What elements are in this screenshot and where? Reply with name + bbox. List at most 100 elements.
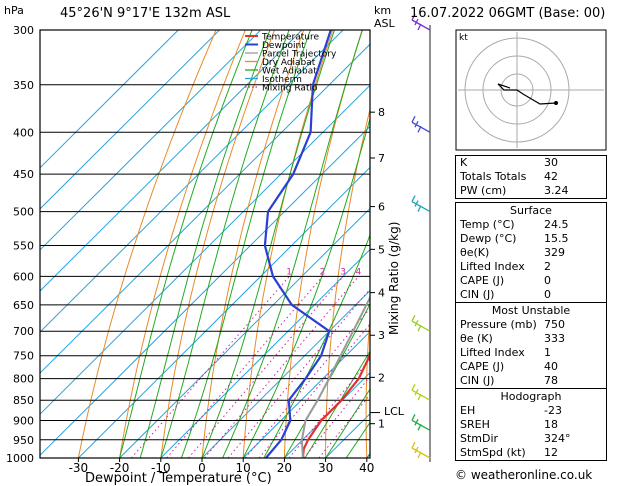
dry-adiabat-line xyxy=(77,30,217,458)
most-unstable-title: Most Unstable xyxy=(456,302,606,318)
hodograph-row: StmDir 324° xyxy=(460,432,571,445)
mixing-ratio-line xyxy=(288,358,370,458)
mixing-ratio-label: 1 xyxy=(286,267,292,277)
legend-label: Temperature xyxy=(261,33,319,43)
legend-label: Mixing Ratio xyxy=(262,84,318,94)
isotherm-line xyxy=(201,289,370,458)
pressure-tick-label: 450 xyxy=(13,168,34,181)
legend-label: Wet Adiabat xyxy=(262,67,317,77)
mixing-ratio-axis-label: Mixing Ratio (g/kg) xyxy=(387,222,401,335)
index-row-pw: PW (cm) 3.24 xyxy=(460,184,569,197)
wind-barb-icon xyxy=(411,195,431,213)
dry-adiabat-line xyxy=(283,30,363,458)
hodograph-trace xyxy=(497,83,557,105)
altitude-tick-label: 6 xyxy=(378,201,385,214)
mixing-ratio-line xyxy=(258,323,370,458)
pressure-tick-label: 700 xyxy=(13,325,34,338)
profile-dewpoint xyxy=(263,30,332,458)
x-tick-label: 0 xyxy=(198,461,206,475)
legend-label: Dewpoint xyxy=(262,41,305,51)
isotherm-line xyxy=(40,30,344,333)
surface-row: CAPE (J) 0 xyxy=(460,274,551,287)
km-label: km xyxy=(374,4,391,17)
surface-row: Temp (°C) 24.5 xyxy=(460,218,569,231)
pressure-tick-label: 550 xyxy=(13,239,34,252)
mixing-ratio-line xyxy=(166,276,323,458)
location-text: 45°26'N 9°17'E 132m ASL xyxy=(60,6,231,21)
most-unstable-row: Lifted Index 1 xyxy=(460,346,551,359)
most-unstable-row: CIN (J) 78 xyxy=(460,374,558,387)
altitude-tick-label: 2 xyxy=(378,371,385,384)
altitude-tick-label: 3 xyxy=(378,329,385,342)
hodograph-row: EH -23 xyxy=(460,404,562,417)
pressure-tick-label: 600 xyxy=(13,270,34,283)
pressure-tick-label: 650 xyxy=(13,299,34,312)
datetime-text: 16.07.2022 06GMT (Base: 00) xyxy=(410,6,605,21)
indices-panel: K 30 Totals Totals 42 PW (cm) 3.24 xyxy=(455,155,607,199)
pressure-tick-label: 500 xyxy=(13,206,34,219)
legend-label: Dry Adiabat xyxy=(262,58,316,68)
altitude-tick-label: 8 xyxy=(378,106,385,119)
hodograph-row: SREH 18 xyxy=(460,418,558,431)
surface-row: Lifted Index 2 xyxy=(460,260,551,273)
mixing-ratio-label: 2 xyxy=(320,267,326,277)
mixing-ratio-label: 4 xyxy=(355,267,361,277)
mixing-ratio-label: 3 xyxy=(340,267,346,277)
profile-parcel-trajectory xyxy=(300,295,370,458)
hodograph xyxy=(455,29,607,151)
mixing-ratio-line xyxy=(188,276,344,458)
isotherm-line xyxy=(284,371,370,458)
legend-label: Parcel Trajectory xyxy=(262,50,337,60)
wet-adiabat-line xyxy=(119,30,253,458)
surface-title: Surface xyxy=(510,204,552,217)
mixing-ratio-label: 16 xyxy=(435,267,447,277)
pressure-tick-label: 800 xyxy=(13,373,34,386)
hodograph-row: StmSpd (kt) 12 xyxy=(460,446,558,459)
most-unstable-row: Pressure (mb) 750 xyxy=(460,318,565,331)
wet-adiabat-line xyxy=(325,388,370,458)
isotherm-line xyxy=(119,207,370,458)
isotherm-line xyxy=(242,330,370,458)
isotherm-line xyxy=(40,30,303,292)
isotherm-line xyxy=(40,30,179,169)
most-unstable-row: CAPE (J) 40 xyxy=(460,360,558,373)
isotherm-line xyxy=(78,166,370,458)
altitude-tick-label: 4 xyxy=(378,287,385,300)
wet-adiabat-line xyxy=(263,233,370,458)
profiles xyxy=(263,30,370,458)
mixing-ratio-line xyxy=(227,288,370,458)
x-tick-label: -10 xyxy=(151,461,171,475)
wet-adiabat-line xyxy=(201,30,335,458)
x-tick-label: -30 xyxy=(69,461,89,475)
copyright-footer[interactable]: © weatheronline.co.uk xyxy=(455,468,593,482)
surface-row: θe(K) 329 xyxy=(460,246,565,259)
pressure-tick-label: 750 xyxy=(13,350,34,363)
most-unstable-row: θe (K) 333 xyxy=(460,332,565,345)
wind-barbs xyxy=(411,13,431,462)
lcl-label: LCL xyxy=(384,405,405,418)
pressure-tick-label: 900 xyxy=(13,415,34,428)
wind-barb-icon xyxy=(411,115,431,133)
mixing-ratio-line xyxy=(244,307,370,458)
hodograph-table-title: Hodograph xyxy=(456,388,606,404)
surface-row: CIN (J) 0 xyxy=(460,288,551,301)
x-tick-label: 20 xyxy=(277,461,292,475)
dry-adiabat-line xyxy=(160,30,275,458)
isotherm-line xyxy=(40,43,370,374)
pressure-tick-label: 1000 xyxy=(6,452,34,465)
dry-adiabat-line xyxy=(365,310,370,458)
hodograph-end-point xyxy=(554,101,558,105)
x-axis-label: Dewpoint / Temperature (°C) xyxy=(85,471,272,486)
hpa-label: hPa xyxy=(4,4,24,17)
wind-barb-icon xyxy=(411,314,431,332)
wind-barb-icon xyxy=(411,383,431,401)
index-row-totals: Totals Totals 42 xyxy=(460,170,558,183)
surface-row: Dewp (°C) 15.5 xyxy=(460,232,569,245)
asl-label: ASL xyxy=(374,17,396,30)
altitude-tick-label: 1 xyxy=(378,418,385,431)
x-tick-label: 30 xyxy=(318,461,333,475)
index-row-k: K 30 xyxy=(460,156,558,169)
